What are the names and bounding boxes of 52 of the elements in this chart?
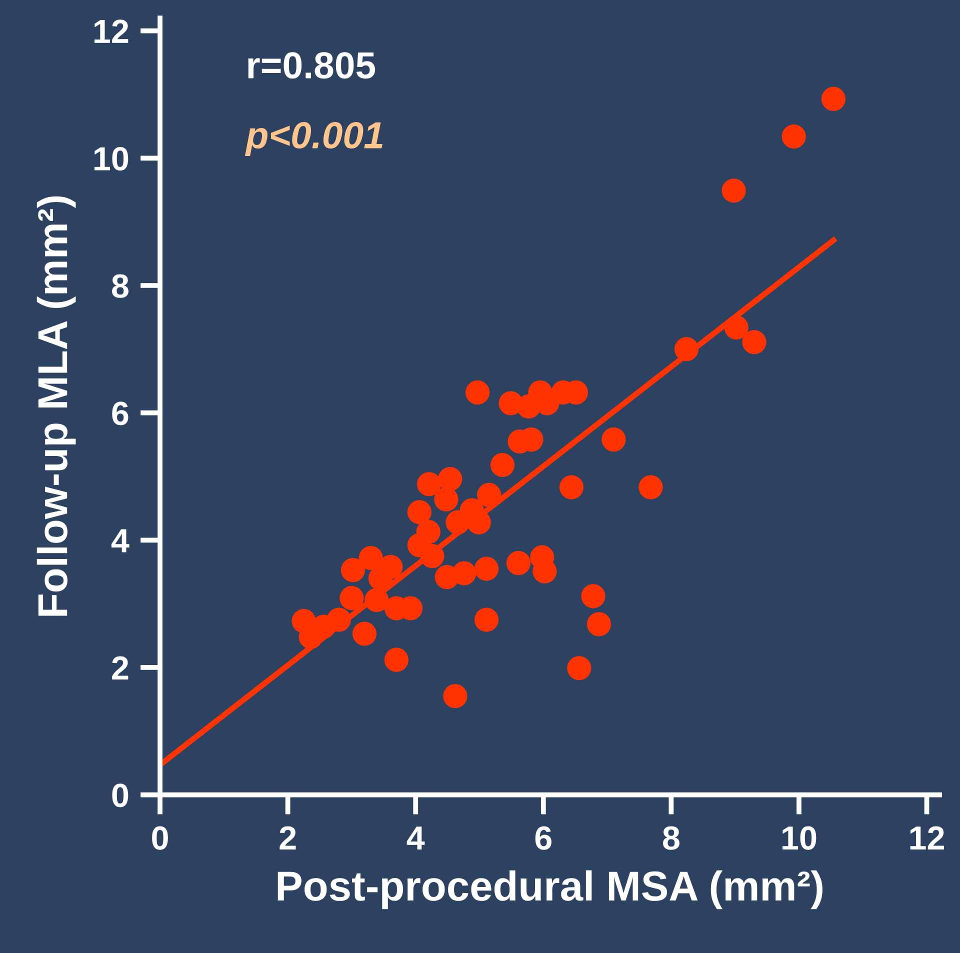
y-tick-label: 4 [111,529,130,552]
y-tick-label: 0 [112,784,128,808]
point [446,510,470,534]
annotation: p<0.001 [244,122,382,156]
point [782,124,806,149]
point [407,500,432,524]
x-tick-label: 2 [280,826,296,850]
point [722,178,746,203]
point [420,544,444,568]
point [559,475,584,500]
point [340,558,366,582]
point [490,452,515,478]
point [724,315,748,340]
point [384,648,408,672]
x-axis-title: Post-procedural MSA (mm²) [278,870,822,910]
point [602,428,626,452]
annotation: r=0.805 [248,52,376,79]
y-tick-label: 2 [112,656,128,680]
y-tick-label: 12 [94,20,128,43]
point [368,566,392,590]
y-tick-label: 8 [112,274,128,298]
point [438,467,462,492]
x-tick-label: 12 [910,826,944,850]
point [586,612,612,636]
point [674,337,699,362]
point [506,551,531,576]
y-tick-label: 6 [112,402,128,426]
x-tick-label: 4 [406,826,425,850]
point [466,380,490,404]
point [364,588,389,612]
x-tick-label: 8 [662,826,680,850]
y-tick-label: 10 [94,146,128,171]
point [567,656,592,680]
point [443,684,468,708]
x-tick-label: 6 [535,826,552,850]
point [581,584,606,608]
point [352,622,377,646]
point [452,561,476,586]
point [474,608,499,632]
point [742,330,766,354]
point [326,608,351,632]
point [417,472,442,496]
point [477,482,502,507]
x-tick-label: 10 [782,826,816,850]
point [474,556,499,581]
point [638,475,663,500]
x-tick-label: 0 [152,826,168,850]
point [358,546,383,570]
point [434,487,458,512]
point [821,86,846,111]
point [340,586,364,610]
y-axis-title: Follow-up MLA (mm²) [36,196,76,616]
